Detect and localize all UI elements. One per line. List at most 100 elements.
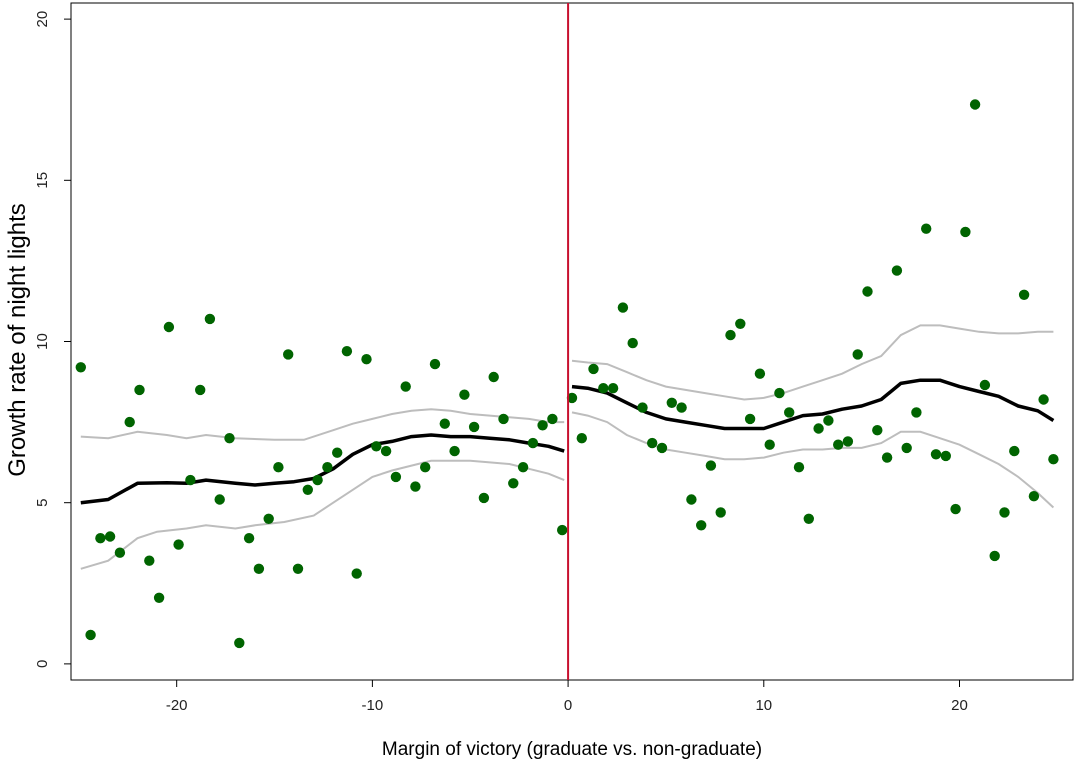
y-tick-label: 0 [34,660,51,668]
data-point [195,384,206,396]
data-point [75,362,87,373]
data-point [666,397,677,408]
data-point [104,531,116,542]
data-point [214,494,225,505]
data-point [784,407,795,418]
data-point [764,439,775,450]
data-point [508,478,519,489]
data-point [517,462,529,473]
data-point [341,346,353,357]
ci-lower-right [571,411,1055,509]
data-point [676,402,687,413]
data-point [322,462,333,473]
ci-lower-left [80,459,565,570]
data-point [744,413,756,425]
data-point [576,433,587,444]
data-point [833,439,844,450]
data-point [1018,289,1030,300]
data-point [627,337,638,349]
data-point [439,418,450,429]
data-point [872,425,883,436]
data-point [940,450,951,462]
x-tick-label: -20 [166,697,188,714]
data-point [243,533,255,544]
data-point [921,223,932,234]
fit-line-right [571,378,1055,431]
data-point [380,445,392,457]
data-point [390,471,402,483]
data-point [793,462,805,473]
x-axis-title: Margin of victory (graduate vs. non-grad… [382,739,762,760]
data-point [527,437,539,449]
data-point [813,423,824,434]
data-point [449,445,460,457]
data-point [273,462,284,473]
data-point [224,433,235,444]
data-point [566,392,578,404]
ci-upper-left [80,408,565,441]
ci-upper-right [571,324,1054,401]
x-tick-label: 0 [564,697,572,714]
data-point [911,407,922,418]
y-tick-label: 15 [34,172,51,189]
x-tick-label: -10 [362,697,384,714]
data-point [547,413,558,425]
data-point [725,329,736,341]
data-point [557,524,568,536]
data-point [312,474,323,486]
data-point [901,442,912,454]
data-point [950,503,961,515]
data-point [332,447,343,458]
y-tick-label: 5 [34,499,51,507]
data-point [715,507,726,518]
data-point [478,492,490,504]
data-point [95,533,106,544]
data-point [588,363,599,375]
data-point [656,442,668,454]
fitted-curves [80,378,1055,505]
y-axis-title: Growth rate of night lights [4,203,31,476]
data-point [459,389,470,400]
data-point [960,226,971,238]
data-point [705,460,717,471]
data-point [862,286,873,297]
data-point [234,637,245,649]
data-point [410,481,421,492]
data-point [263,513,274,524]
y-axis-ticks: 0 5 10 15 20 [34,11,71,668]
data-point [1048,454,1059,465]
data-point [163,321,175,333]
data-point [803,513,814,524]
data-point [989,550,1000,562]
data-point [468,421,480,433]
data-point [429,358,441,370]
data-point [969,99,981,110]
data-point [842,436,854,447]
plot-frame [70,2,1074,681]
data-point [124,416,135,428]
data-point [351,568,362,579]
data-point [400,381,411,392]
data-point [852,349,863,360]
data-point [85,629,96,641]
fit-line-left [80,433,565,505]
data-point [537,420,548,431]
y-tick-label: 10 [34,333,51,350]
data-point [735,318,746,329]
data-point [114,547,126,558]
data-point [283,349,294,360]
data-point [647,437,658,449]
data-point [617,302,629,313]
data-point [930,449,942,460]
data-points [75,99,1059,649]
data-point [598,383,609,394]
data-point [774,387,785,399]
data-point [891,265,903,276]
data-point [420,462,431,473]
data-point [686,494,697,505]
data-point [1038,394,1049,405]
data-point [696,520,707,531]
data-point [754,368,766,379]
data-point [185,474,196,486]
